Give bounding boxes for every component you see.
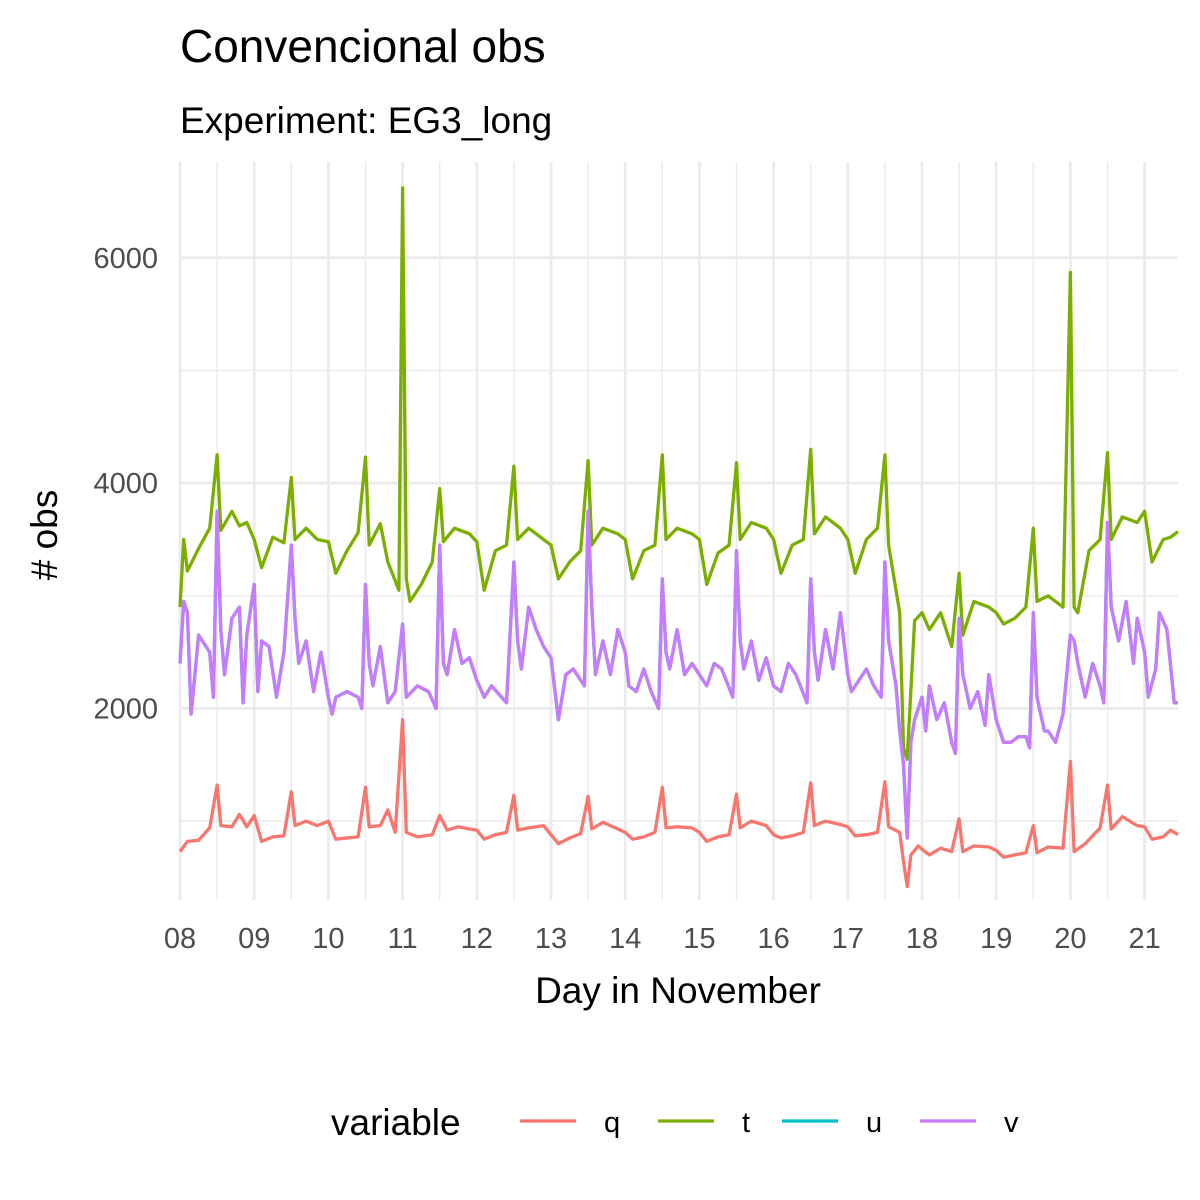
x-tick-label: 14: [609, 923, 641, 955]
chart-title: Convencional obs: [180, 20, 546, 72]
series-lines: [178, 186, 1179, 889]
x-tick-label: 20: [1054, 923, 1086, 955]
x-tick-label: 10: [312, 923, 344, 955]
x-tick-label: 17: [832, 923, 864, 955]
legend: variable q t u v: [331, 1102, 1019, 1143]
x-tick-label: 21: [1128, 923, 1160, 955]
y-axis-title: # obs: [24, 490, 65, 581]
legend-label-u: u: [866, 1107, 882, 1139]
y-axis-tick-labels: 2000 4000 6000: [93, 243, 158, 726]
x-tick-label: 16: [757, 923, 789, 955]
y-tick-label: 6000: [93, 243, 158, 275]
x-tick-label: 08: [164, 923, 196, 955]
y-tick-label: 2000: [93, 693, 158, 725]
x-tick-label: 13: [535, 923, 567, 955]
series-line-q: [178, 718, 1179, 889]
series-line-t: [178, 186, 1179, 761]
y-tick-label: 4000: [93, 468, 158, 500]
major-gridlines-y: [180, 256, 1178, 710]
x-tick-label: 09: [238, 923, 270, 955]
major-gridlines-x: [178, 162, 1147, 900]
x-tick-label: 12: [461, 923, 493, 955]
x-tick-label: 18: [906, 923, 938, 955]
legend-label-q: q: [604, 1107, 620, 1139]
x-axis-tick-labels: 08 09 10 11 12 13 14 15 16 17 18 19 20 21: [164, 923, 1161, 955]
chart-subtitle: Experiment: EG3_long: [180, 100, 552, 141]
minor-gridlines-y: [180, 369, 1178, 822]
legend-label-t: t: [742, 1107, 750, 1139]
x-tick-label: 15: [683, 923, 715, 955]
legend-title: variable: [331, 1102, 461, 1143]
x-axis-title: Day in November: [535, 970, 821, 1011]
x-tick-label: 11: [388, 923, 418, 955]
x-tick-label: 19: [980, 923, 1012, 955]
series-line-v: [178, 509, 1178, 840]
legend-label-v: v: [1004, 1107, 1019, 1139]
minor-gridlines-x: [216, 162, 1109, 900]
